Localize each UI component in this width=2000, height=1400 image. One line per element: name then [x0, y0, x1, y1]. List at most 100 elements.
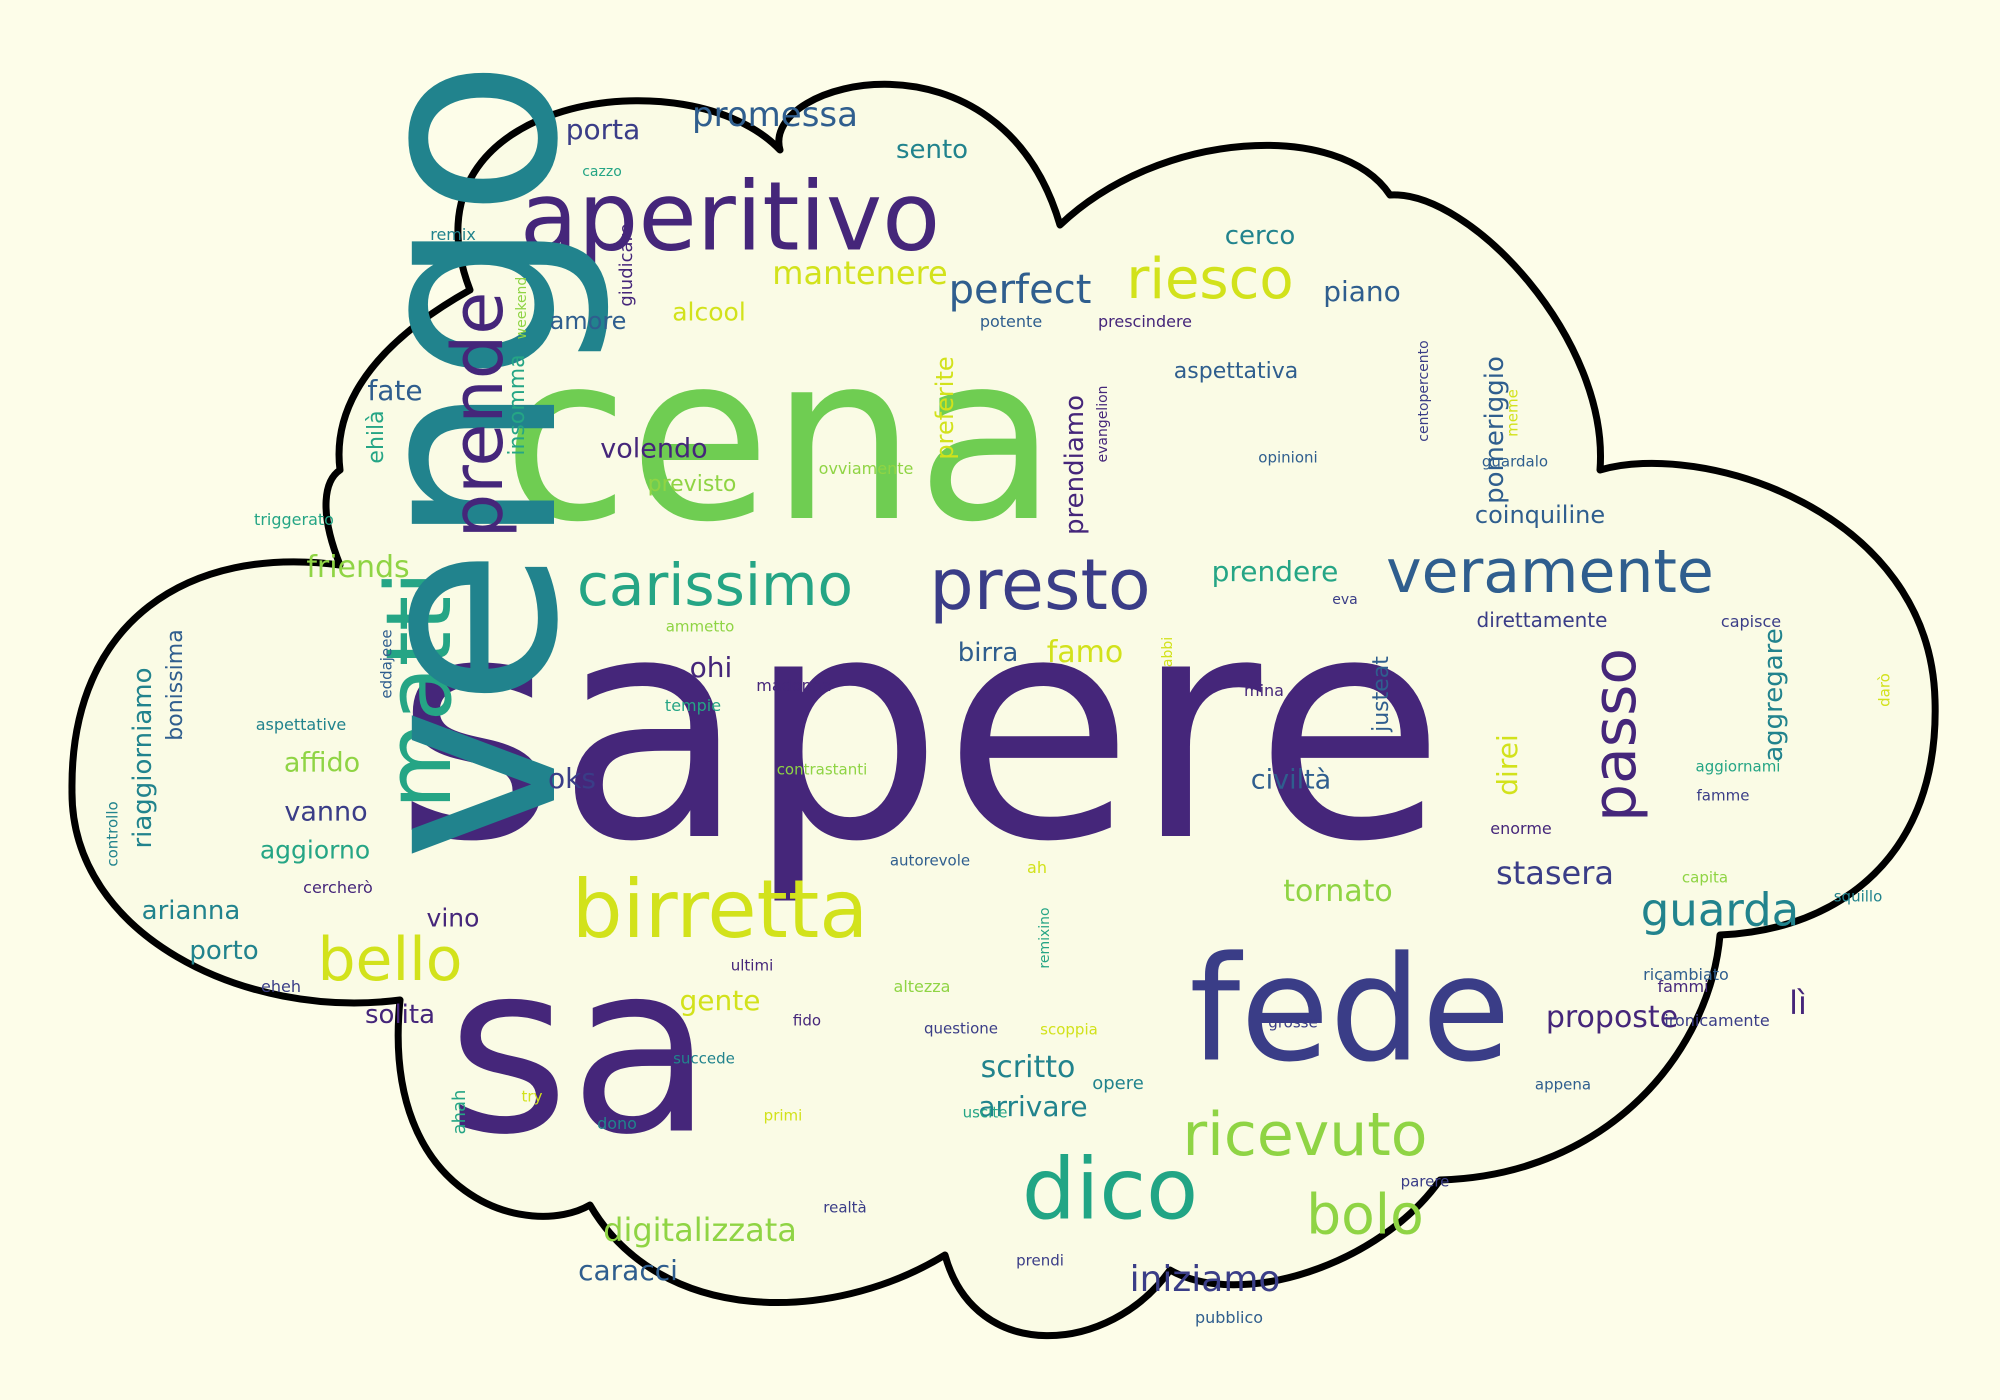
word-17: bolo	[1306, 1182, 1424, 1247]
word-5: birretta	[571, 863, 869, 956]
word-108: fido	[792, 1011, 822, 1030]
word-117: dono	[597, 1114, 637, 1133]
word-30: alcool	[672, 297, 746, 327]
word-14: dico	[1021, 1140, 1199, 1240]
word-46: oks	[548, 762, 596, 795]
word-91: contrastanti	[776, 760, 868, 779]
word-34: prendere	[1211, 555, 1339, 588]
word-8: presto	[929, 544, 1151, 626]
word-25: proposte	[1545, 1000, 1679, 1035]
word-67: giudicare	[616, 223, 637, 307]
word-12: riesco	[1126, 247, 1294, 312]
word-41: tornato	[1283, 874, 1393, 909]
word-39: arrivare	[978, 1090, 1088, 1123]
word-49: vanno	[284, 796, 368, 828]
word-23: iniziamo	[1129, 1259, 1281, 1300]
word-95: enorme	[1490, 819, 1552, 838]
word-107: fammi	[1657, 977, 1709, 996]
word-113: opere	[1092, 1073, 1144, 1094]
word-13: ricevuto	[1182, 1100, 1428, 1170]
word-62: riaggiorniamo	[128, 667, 158, 849]
word-38: scritto	[980, 1050, 1076, 1085]
word-102: ultimi	[730, 956, 774, 975]
word-61: prendiamo	[1060, 395, 1090, 535]
word-21: perfect	[948, 267, 1092, 313]
word-50: aggiorno	[259, 835, 371, 865]
word-47: birra	[957, 638, 1019, 668]
word-83: ammetto	[665, 617, 735, 636]
word-78: ovviamente	[818, 459, 914, 478]
word-87: tempie	[664, 696, 722, 715]
word-3: fede	[1189, 925, 1511, 1095]
word-65: aspettativa	[1173, 359, 1299, 384]
word-43: famo	[1046, 635, 1124, 670]
word-1: cena	[502, 306, 1058, 573]
word-28: cerco	[1224, 221, 1296, 251]
word-80: triggerato	[254, 510, 334, 529]
word-10: prende	[437, 291, 519, 539]
word-24: stasera	[1496, 854, 1614, 892]
word-88: mina	[1244, 681, 1284, 700]
word-68: direttamente	[1476, 608, 1608, 632]
word-82: capisce	[1720, 612, 1782, 631]
word-114: ahah	[449, 1089, 470, 1135]
word-9: veramente	[1386, 537, 1714, 607]
word-0: sapere	[394, 549, 1446, 910]
cloud-outline	[68, 80, 1939, 1340]
word-89: darò	[1875, 673, 1894, 707]
word-63: bonissima	[163, 629, 188, 741]
word-112: succede	[673, 1049, 735, 1068]
word-99: capita	[1681, 868, 1729, 887]
word-51: arianna	[141, 896, 241, 926]
word-54: vino	[426, 903, 480, 933]
word-11: carissimo	[577, 551, 853, 619]
word-85: eddajeee	[377, 629, 396, 699]
word-35: friends	[306, 550, 410, 585]
word-57: aggregare	[1759, 628, 1789, 762]
word-104: ironicamente	[1664, 1011, 1770, 1030]
word-111: grosse	[1268, 1013, 1318, 1032]
word-33: coinquiline	[1474, 501, 1606, 529]
word-37: fate	[367, 374, 423, 407]
word-118: primi	[763, 1106, 803, 1125]
word-19: promessa	[692, 95, 858, 135]
word-94: controllo	[103, 801, 122, 867]
word-31: amore	[549, 307, 627, 335]
word-86: madonna	[756, 676, 832, 695]
word-122: prendi	[1016, 1251, 1064, 1270]
word-56: direi	[1491, 734, 1524, 796]
word-90: aspettative	[255, 715, 347, 734]
word-29: piano	[1323, 275, 1401, 308]
word-115: try	[521, 1087, 543, 1106]
word-103: ricambiato	[1643, 965, 1729, 984]
word-98: ah	[1027, 858, 1047, 877]
word-97: cercherò	[303, 878, 373, 897]
word-40: caracci	[578, 1254, 678, 1287]
word-27: sento	[895, 135, 969, 165]
word-36: volendo	[600, 433, 708, 465]
word-70: cazzo	[582, 164, 622, 180]
word-106: altezza	[893, 977, 951, 996]
word-52: porto	[189, 936, 259, 966]
word-119: uscite	[962, 1103, 1008, 1122]
word-77: opinioni	[1258, 448, 1318, 467]
word-81: eva	[1332, 592, 1358, 608]
word-26: porta	[565, 113, 641, 146]
word-92: aggiornami	[1695, 757, 1781, 776]
word-74: centopercento	[1416, 340, 1432, 442]
word-45: ohi	[689, 651, 733, 684]
word-60: preferite	[931, 356, 959, 460]
word-109: questione	[923, 1019, 999, 1038]
word-22: digitalizzata	[603, 1211, 797, 1249]
word-75: meme	[1503, 389, 1522, 437]
word-59: ehilà	[364, 410, 389, 464]
word-76: guardalo	[1481, 452, 1549, 471]
word-64: justeat	[1369, 656, 1394, 732]
word-110: scoppia	[1040, 1020, 1098, 1039]
word-18: guarda	[1640, 883, 1800, 937]
word-55: lì	[1789, 984, 1807, 1022]
word-4: aperitivo	[519, 162, 941, 273]
word-121: realtà	[823, 1198, 867, 1217]
